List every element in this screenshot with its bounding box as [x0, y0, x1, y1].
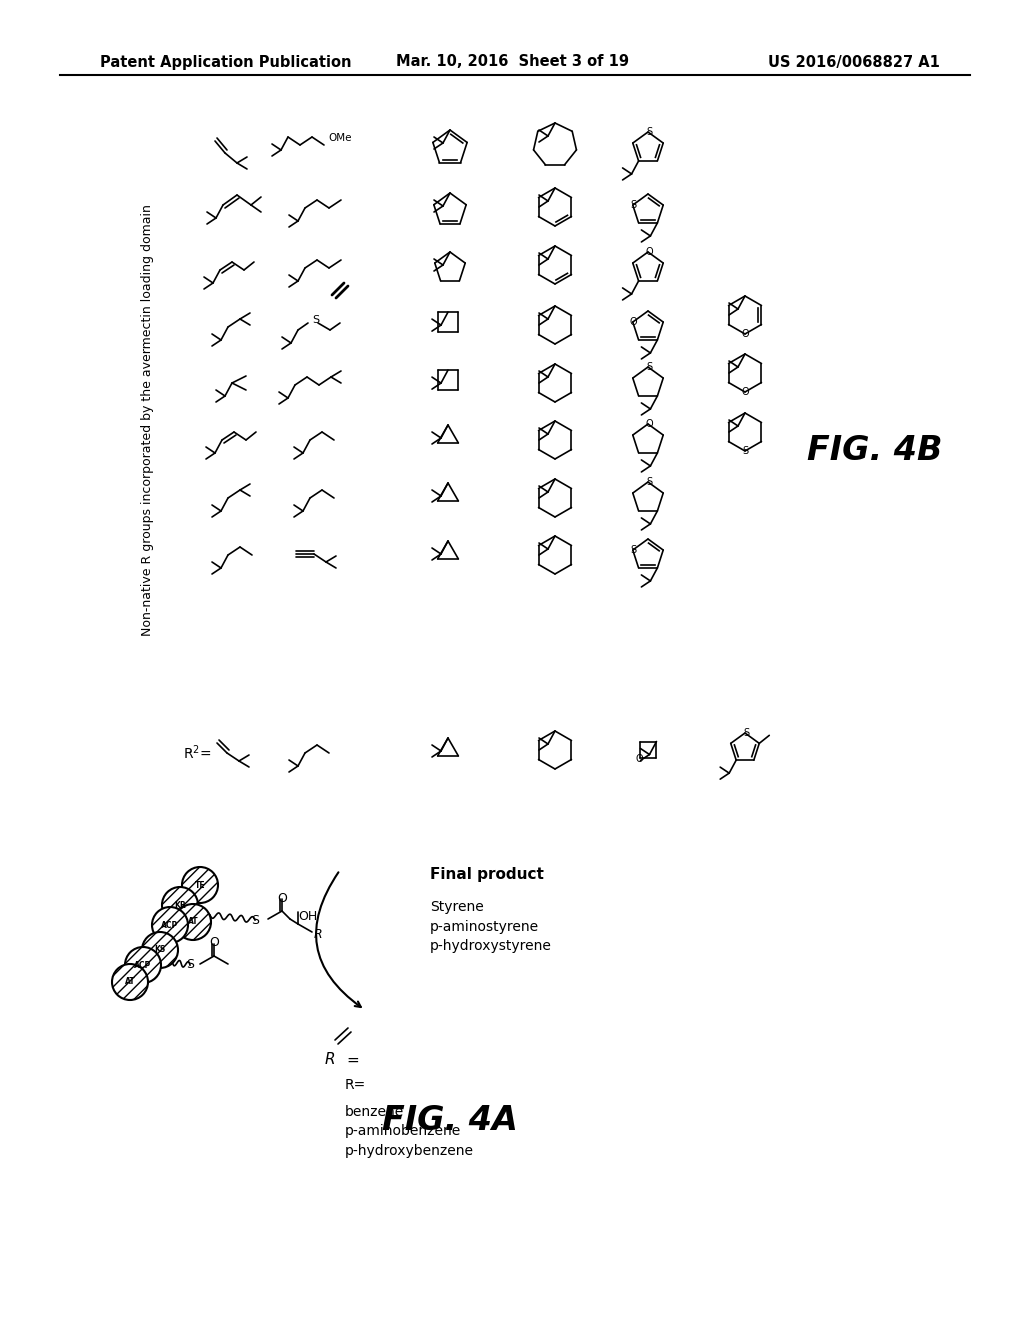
Text: R$^2$=: R$^2$=: [183, 743, 212, 762]
Text: KR: KR: [174, 900, 186, 909]
Text: OH: OH: [298, 909, 317, 923]
Text: O: O: [278, 892, 287, 906]
Text: TE: TE: [195, 880, 206, 890]
Circle shape: [175, 904, 211, 940]
Text: S: S: [742, 446, 749, 455]
Text: R: R: [313, 928, 323, 941]
Text: O: O: [741, 387, 749, 397]
Text: FIG. 4A: FIG. 4A: [382, 1104, 518, 1137]
Text: Patent Application Publication: Patent Application Publication: [100, 54, 351, 70]
Text: ACP: ACP: [162, 920, 178, 929]
Text: Final product: Final product: [430, 867, 544, 883]
Circle shape: [162, 887, 198, 923]
Text: O: O: [636, 755, 643, 764]
Text: O: O: [630, 317, 638, 327]
Text: O: O: [645, 418, 653, 429]
Text: S: S: [743, 729, 750, 738]
Text: S: S: [646, 362, 652, 372]
Text: O: O: [741, 329, 749, 339]
Text: S: S: [251, 913, 259, 927]
Text: ACP: ACP: [134, 961, 152, 969]
Text: S: S: [631, 545, 637, 554]
Text: =: =: [347, 1052, 359, 1068]
Text: AT: AT: [187, 917, 199, 927]
Circle shape: [112, 964, 148, 1001]
Circle shape: [182, 867, 218, 903]
Text: benzene
p-aminobenzene
p-hydroxybenzene: benzene p-aminobenzene p-hydroxybenzene: [345, 1105, 474, 1158]
Text: OMe: OMe: [328, 133, 351, 143]
Text: O: O: [645, 247, 653, 257]
Text: R=: R=: [345, 1078, 367, 1092]
Text: R: R: [325, 1052, 335, 1068]
Text: O: O: [209, 936, 219, 949]
Text: Non-native R groups incorporated by the avermectin loading domain: Non-native R groups incorporated by the …: [141, 205, 155, 636]
Circle shape: [125, 946, 161, 983]
Text: AT: AT: [125, 978, 135, 986]
Text: US 2016/0068827 A1: US 2016/0068827 A1: [768, 54, 940, 70]
Text: Styrene
p-aminostyrene
p-hydroxystyrene: Styrene p-aminostyrene p-hydroxystyrene: [430, 900, 552, 953]
Text: S: S: [646, 477, 652, 487]
Text: FIG. 4B: FIG. 4B: [807, 433, 943, 466]
Text: S: S: [312, 315, 319, 325]
Text: S: S: [186, 958, 194, 972]
Text: S: S: [631, 201, 637, 210]
Text: KS: KS: [155, 945, 166, 954]
Circle shape: [142, 932, 178, 968]
Circle shape: [152, 907, 188, 942]
Text: Mar. 10, 2016  Sheet 3 of 19: Mar. 10, 2016 Sheet 3 of 19: [395, 54, 629, 70]
Text: S: S: [646, 127, 652, 137]
